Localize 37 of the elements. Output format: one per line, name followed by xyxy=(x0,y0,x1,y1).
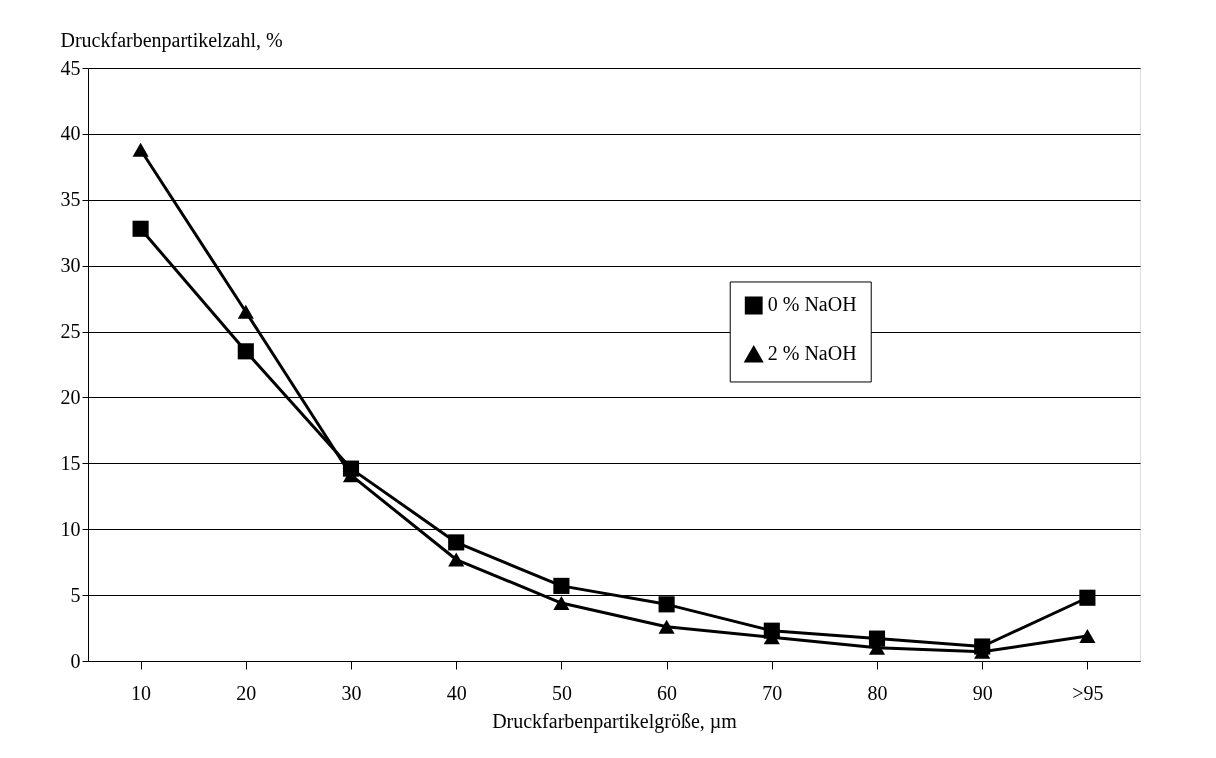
x-tick-label: 80 xyxy=(867,681,888,704)
point xyxy=(1079,628,1096,643)
point xyxy=(658,596,675,613)
x-tick-label: 30 xyxy=(341,681,362,704)
x-tick-label: 10 xyxy=(131,681,152,704)
point xyxy=(448,534,465,551)
point xyxy=(448,552,465,567)
y-tick-label: 45 xyxy=(60,56,81,79)
legend-label: 0 % NaOH xyxy=(767,293,857,316)
x-tick-label: >95 xyxy=(1072,681,1104,704)
x-tick-label: 40 xyxy=(446,681,467,704)
point xyxy=(1079,589,1096,606)
y-tick-label: 5 xyxy=(70,583,81,606)
y-tick-label: 35 xyxy=(60,188,81,211)
x-tick-label: 60 xyxy=(657,681,678,704)
point xyxy=(237,343,254,360)
point xyxy=(868,630,886,647)
x-tick-label: 70 xyxy=(762,681,783,704)
y-tick-label: 10 xyxy=(60,517,81,540)
point xyxy=(553,596,570,610)
legend-label: 2 % NaOH xyxy=(767,342,857,365)
y-tick-label: 25 xyxy=(60,320,81,343)
point xyxy=(237,304,254,319)
x-axis-title: Druckfarbenpartikelgröße, µm xyxy=(492,709,738,733)
y-tick-label: 20 xyxy=(60,385,81,408)
y-tick-label: 0 xyxy=(70,649,81,672)
y-tick-label: 15 xyxy=(60,451,81,474)
point xyxy=(658,619,675,634)
point xyxy=(132,142,149,157)
y-axis-title: Druckfarbenpartikelzahl, % xyxy=(60,28,283,52)
y-tick-label: 40 xyxy=(60,122,81,145)
point xyxy=(132,220,149,237)
y-tick-label: 30 xyxy=(60,254,81,277)
point xyxy=(553,577,570,594)
x-tick-label: 20 xyxy=(236,681,257,704)
x-tick-label: 90 xyxy=(972,681,993,704)
x-tick-label: 50 xyxy=(551,681,572,704)
